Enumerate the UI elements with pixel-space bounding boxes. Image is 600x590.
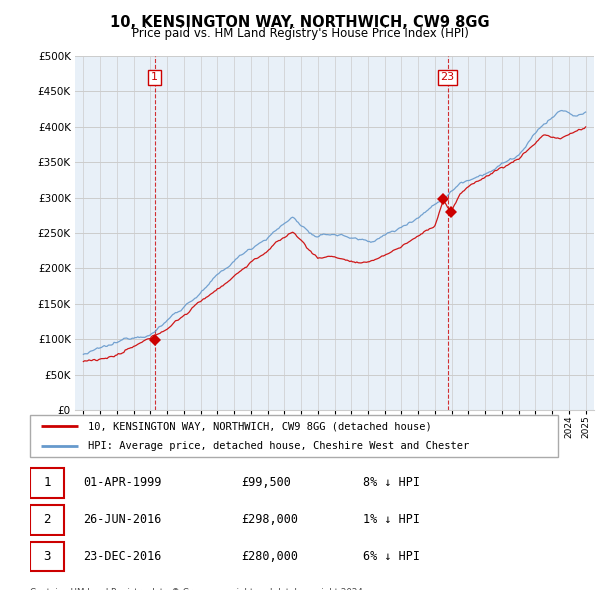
Text: £298,000: £298,000 xyxy=(241,513,298,526)
FancyBboxPatch shape xyxy=(30,505,64,535)
Text: 10, KENSINGTON WAY, NORTHWICH, CW9 8GG: 10, KENSINGTON WAY, NORTHWICH, CW9 8GG xyxy=(110,15,490,30)
Text: 6% ↓ HPI: 6% ↓ HPI xyxy=(362,549,419,563)
Text: £280,000: £280,000 xyxy=(241,549,298,563)
Text: 1% ↓ HPI: 1% ↓ HPI xyxy=(362,513,419,526)
Text: 1: 1 xyxy=(43,476,51,490)
Text: 1: 1 xyxy=(151,73,158,82)
Text: 2: 2 xyxy=(43,513,51,526)
Text: 8% ↓ HPI: 8% ↓ HPI xyxy=(362,476,419,490)
Text: £99,500: £99,500 xyxy=(241,476,291,490)
Text: 23: 23 xyxy=(440,73,455,82)
FancyBboxPatch shape xyxy=(30,542,64,571)
Text: 23-DEC-2016: 23-DEC-2016 xyxy=(83,549,161,563)
Text: 3: 3 xyxy=(43,549,51,563)
Text: Contains HM Land Registry data © Crown copyright and database right 2024.: Contains HM Land Registry data © Crown c… xyxy=(30,588,365,590)
Text: 26-JUN-2016: 26-JUN-2016 xyxy=(83,513,161,526)
FancyBboxPatch shape xyxy=(30,468,64,498)
FancyBboxPatch shape xyxy=(30,415,558,457)
Text: Price paid vs. HM Land Registry's House Price Index (HPI): Price paid vs. HM Land Registry's House … xyxy=(131,27,469,40)
Text: 10, KENSINGTON WAY, NORTHWICH, CW9 8GG (detached house): 10, KENSINGTON WAY, NORTHWICH, CW9 8GG (… xyxy=(88,421,432,431)
Text: 01-APR-1999: 01-APR-1999 xyxy=(83,476,161,490)
Text: HPI: Average price, detached house, Cheshire West and Chester: HPI: Average price, detached house, Ches… xyxy=(88,441,469,451)
